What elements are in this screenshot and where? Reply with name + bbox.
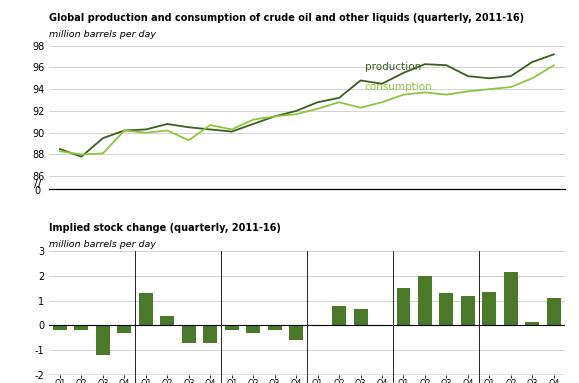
Bar [118,326,131,333]
Bar [53,326,67,331]
Bar [160,316,174,326]
Text: million barrels per day: million barrels per day [49,241,156,249]
Bar [182,326,196,343]
Text: production: production [365,62,421,72]
Bar [418,276,432,326]
Bar [547,298,561,326]
Bar [139,293,153,326]
Text: Global production and consumption of crude oil and other liquids (quarterly, 201: Global production and consumption of cru… [49,13,525,23]
Bar [397,288,411,326]
Text: //: // [34,179,42,189]
Bar [461,296,475,326]
Bar [332,306,346,326]
Text: 0: 0 [34,187,41,196]
Bar [267,326,281,331]
Bar [75,326,89,331]
Bar [354,309,368,326]
Bar [225,326,239,331]
Text: consumption: consumption [365,82,433,92]
Bar [203,326,217,343]
Bar [439,293,453,326]
Bar [96,326,110,355]
Bar [482,292,496,326]
Bar [525,322,539,326]
Bar [289,326,303,340]
Text: million barrels per day: million barrels per day [49,30,156,39]
Bar [246,326,260,333]
Text: Implied stock change (quarterly, 2011-16): Implied stock change (quarterly, 2011-16… [49,223,281,233]
Bar [504,272,518,326]
